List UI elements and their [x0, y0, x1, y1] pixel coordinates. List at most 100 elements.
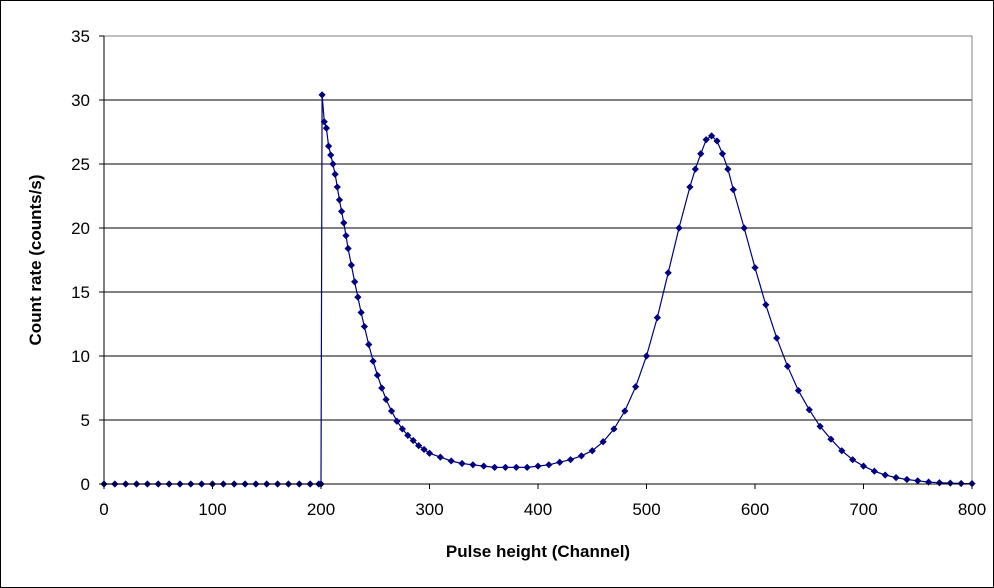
data-point [870, 467, 878, 475]
data-point [664, 269, 672, 277]
data-point [545, 461, 553, 469]
data-point [347, 261, 355, 269]
data-point [378, 384, 386, 392]
data-point [577, 452, 585, 460]
data-point [675, 224, 683, 232]
data-point [762, 301, 770, 309]
data-point [599, 438, 607, 446]
data-point [794, 386, 802, 395]
data-point [382, 395, 390, 404]
data-point [881, 471, 889, 479]
x-tick-label: 100 [198, 500, 226, 519]
data-point [713, 137, 721, 145]
y-tick-label: 25 [71, 155, 90, 174]
y-tick-label: 15 [71, 283, 90, 302]
data-point [369, 357, 377, 365]
x-axis-title: Pulse height (Channel) [446, 542, 630, 561]
data-point [957, 479, 965, 488]
y-tick-label: 35 [71, 27, 90, 46]
data-point [773, 334, 781, 342]
data-point [838, 447, 846, 455]
data-point [360, 322, 368, 331]
data-point [740, 224, 748, 232]
data-point [387, 407, 396, 415]
data-point [340, 219, 348, 227]
data-point [354, 293, 362, 301]
data-point [512, 463, 520, 471]
data-point [501, 463, 510, 471]
data-point [436, 453, 444, 461]
x-tick-label: 400 [524, 500, 552, 519]
data-point [691, 165, 699, 173]
x-tick-label: 800 [958, 500, 986, 519]
series-line [104, 94, 973, 485]
data-point [946, 479, 954, 487]
y-tick-label: 10 [71, 347, 90, 366]
data-point [409, 436, 417, 445]
data-point [632, 383, 640, 391]
data-point [393, 417, 401, 425]
y-tick-label: 30 [71, 91, 90, 110]
data-point [724, 165, 732, 173]
data-point [373, 371, 382, 379]
data-point [697, 150, 705, 158]
data-point [322, 124, 331, 132]
data-point [566, 456, 575, 464]
data-point [324, 142, 333, 150]
data-point [327, 151, 335, 159]
data-point [320, 118, 328, 126]
data-point [783, 362, 792, 370]
x-tick-label: 0 [99, 500, 108, 519]
data-point [751, 264, 759, 272]
data-point [351, 278, 359, 286]
y-tick-label: 5 [81, 411, 90, 430]
data-point [621, 407, 629, 415]
data-point [859, 462, 868, 470]
data-point [925, 478, 933, 486]
data-point [702, 136, 710, 144]
data-point [729, 186, 737, 194]
x-tick-label: 600 [741, 500, 769, 519]
data-point [708, 132, 716, 140]
data-point [849, 456, 857, 464]
data-point [588, 447, 596, 455]
data-point [335, 196, 344, 204]
axes: 0 5 10 15 20 25 30 35 0 100 200 300 400 500 600 700 800 [71, 27, 986, 519]
data-point [458, 459, 466, 468]
data-point [329, 160, 337, 168]
data-point [344, 244, 352, 253]
data-point [331, 170, 339, 178]
data-point [610, 425, 618, 433]
data-point [398, 425, 406, 433]
x-tick-label: 200 [307, 500, 335, 519]
data-point [653, 314, 661, 322]
data-point [523, 463, 531, 471]
data-point [805, 406, 813, 414]
data-point [425, 449, 434, 457]
data-point [892, 474, 900, 482]
data-point [333, 183, 341, 191]
data-point [686, 183, 694, 191]
data-point [556, 458, 564, 466]
data-point [420, 445, 428, 454]
data-point [935, 479, 944, 487]
data-point [365, 340, 373, 349]
x-tick-label: 700 [849, 500, 877, 519]
data-point [491, 463, 499, 471]
data-point [816, 422, 824, 430]
data-point [415, 442, 423, 450]
plot-area [103, 35, 973, 485]
data-point [642, 352, 651, 360]
x-tick-label: 300 [415, 500, 443, 519]
series-layer [100, 91, 976, 488]
data-point [338, 207, 346, 215]
y-axis-title: Count rate (counts/s) [26, 175, 45, 346]
data-point [469, 461, 477, 469]
data-point [480, 462, 488, 470]
data-point [447, 457, 455, 465]
data-point [827, 435, 835, 443]
data-point [318, 91, 326, 99]
data-point [534, 462, 542, 470]
data-point [914, 477, 922, 485]
